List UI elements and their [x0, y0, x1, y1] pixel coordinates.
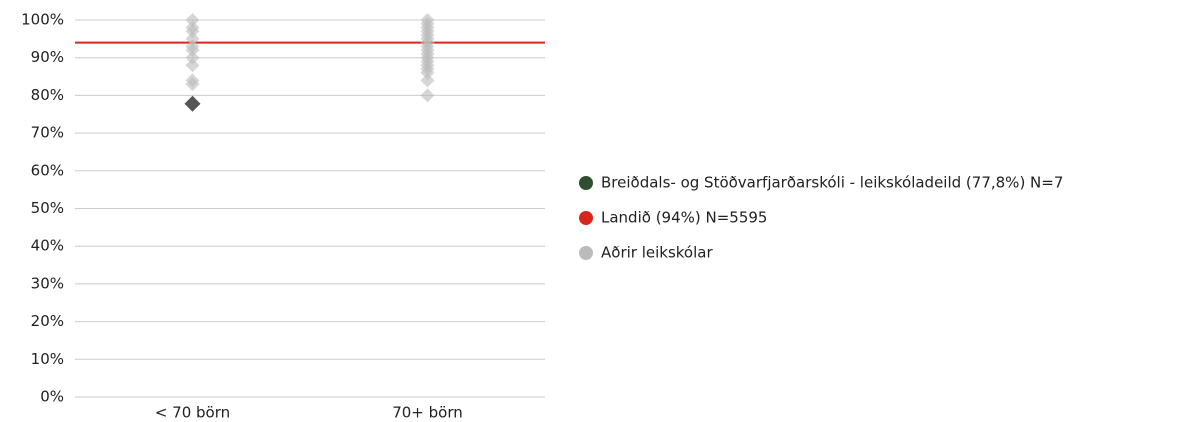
point [420, 65, 435, 80]
y-tick-label: 100% [21, 11, 64, 29]
point [185, 24, 200, 39]
legend-label: Landið (94%) N=5595 [601, 209, 767, 227]
point [185, 58, 200, 73]
x-tick-label: 70+ börn [392, 404, 463, 422]
x-tick-label: < 70 börn [155, 404, 230, 422]
y-tick-label: 20% [31, 312, 64, 330]
legend-label: Breiðdals- og Stöðvarfjarðarskóli - leik… [601, 174, 1063, 192]
y-tick-label: 70% [31, 124, 64, 142]
legend-label: Aðrir leikskólar [601, 244, 713, 262]
y-tick-label: 40% [31, 237, 64, 255]
point [185, 13, 200, 27]
point [420, 88, 435, 103]
point [185, 43, 200, 58]
y-tick-label: 50% [31, 199, 64, 217]
y-tick-label: 90% [31, 48, 64, 66]
y-tick-label: 80% [31, 86, 64, 104]
y-tick-label: 0% [40, 388, 64, 406]
highlight-point [184, 95, 201, 112]
y-tick-label: 60% [31, 161, 64, 179]
point [185, 77, 200, 92]
y-tick-label: 30% [31, 274, 64, 292]
point [185, 50, 200, 65]
y-tick-label: 10% [31, 350, 64, 368]
legend-swatch [579, 176, 593, 190]
point [185, 31, 200, 46]
point [420, 73, 435, 88]
legend-swatch [579, 211, 593, 225]
legend-swatch [579, 246, 593, 260]
